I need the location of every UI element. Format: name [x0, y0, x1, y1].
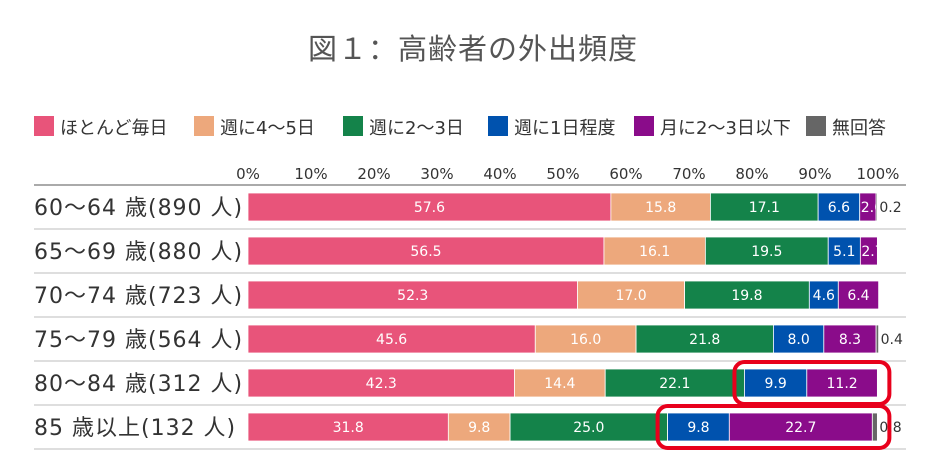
row-label: 80～84 歳(312 人): [34, 372, 243, 397]
legend-swatch: [34, 116, 54, 136]
row-label: 65～69 歳(880 人): [34, 240, 243, 265]
data-label: 19.8: [731, 288, 762, 304]
data-label: 0.2: [879, 200, 901, 216]
bar-segment: [247, 236, 605, 266]
data-label: 57.6: [414, 200, 445, 216]
row-label: 70～74 歳(723 人): [34, 284, 243, 309]
bar-segment: [534, 324, 637, 354]
data-label: 31.8: [333, 420, 364, 436]
x-tick-label: 80%: [735, 165, 768, 183]
bar-segment: [577, 280, 685, 310]
data-label: 9.8: [687, 420, 709, 436]
bar-segment: [823, 324, 877, 354]
bar-segment: [806, 368, 878, 398]
data-label: 14.4: [544, 376, 575, 392]
legend-swatch: [343, 116, 363, 136]
bar-segment: [773, 324, 825, 354]
data-label: 21.8: [689, 332, 720, 348]
legend-label: 月に2～3日以下: [660, 118, 791, 139]
bar-segment: [603, 236, 706, 266]
legend-label: 週に1日程度: [514, 118, 616, 139]
data-label: 45.6: [376, 332, 407, 348]
data-label: 9.9: [764, 376, 786, 392]
data-label: 25.0: [573, 420, 604, 436]
bar-segment: [710, 192, 819, 222]
data-label: 8.0: [787, 332, 809, 348]
legend-swatch: [488, 116, 508, 136]
data-label: 56.5: [410, 244, 441, 260]
legend-label: 無回答: [832, 118, 886, 139]
x-tick-label: 40%: [483, 165, 516, 183]
data-label: 2.7: [861, 244, 883, 260]
x-tick-label: 100%: [857, 165, 900, 183]
legend-label: ほとんど毎日: [60, 118, 168, 139]
x-tick-label: 50%: [546, 165, 579, 183]
bar-segment: [744, 368, 808, 398]
data-label: 17.1: [749, 200, 780, 216]
row-label: 60～64 歳(890 人): [34, 196, 243, 221]
data-label: 6.4: [847, 288, 869, 304]
row-label: 75～79 歳(564 人): [34, 328, 243, 353]
data-label: 6.6: [828, 200, 850, 216]
row-label: 85 歳以上(132 人): [34, 416, 236, 441]
x-tick-label: 20%: [357, 165, 390, 183]
bar-segment: [875, 192, 878, 222]
data-label: 0.4: [881, 332, 903, 348]
bar-segment: [875, 324, 880, 354]
bar-segment: [817, 192, 861, 222]
data-label: 15.8: [645, 200, 676, 216]
chart-title: 図１：高齢者の外出頻度: [307, 32, 638, 66]
data-label: 19.5: [751, 244, 782, 260]
bar-segment: [635, 324, 774, 354]
data-label: 42.3: [366, 376, 397, 392]
data-label: 22.7: [785, 420, 816, 436]
data-label: 5.1: [833, 244, 855, 260]
data-label: 4.6: [813, 288, 835, 304]
x-tick-label: 60%: [609, 165, 642, 183]
x-tick-label: 70%: [672, 165, 705, 183]
data-label: 17.0: [615, 288, 646, 304]
highlight-box: [655, 404, 892, 450]
data-label: 8.3: [839, 332, 861, 348]
bar-segment: [827, 236, 861, 266]
bar-segment: [871, 412, 878, 442]
data-label: 9.8: [468, 420, 490, 436]
bar-segment: [859, 236, 878, 266]
bar-segment: [728, 412, 873, 442]
legend-label: 週に4～5日: [220, 118, 315, 139]
x-tick-label: 0%: [236, 165, 260, 183]
legend-label: 週に2～3日: [369, 118, 464, 139]
bar-segment: [509, 412, 668, 442]
bar-segment: [604, 368, 745, 398]
data-label: 52.3: [397, 288, 428, 304]
x-tick-label: 30%: [420, 165, 453, 183]
legend-swatch: [634, 116, 654, 136]
x-tick-label: 90%: [798, 165, 831, 183]
bar-segment: [684, 280, 810, 310]
data-label: 16.1: [639, 244, 670, 260]
legend-swatch: [194, 116, 214, 136]
legend-swatch: [806, 116, 826, 136]
bar-segment: [667, 412, 730, 442]
data-label: 11.2: [827, 376, 858, 392]
bar-segment: [247, 324, 536, 354]
bar-segment: [247, 280, 578, 310]
x-tick-label: 10%: [294, 165, 327, 183]
data-label: 16.0: [570, 332, 601, 348]
bar-segment: [447, 412, 511, 442]
data-label: 22.1: [659, 376, 690, 392]
bar-segment: [837, 280, 880, 310]
legend: ほとんど毎日 週に4～5日 週に2～3日 週に1日程度 月に2～3日以下 無回答: [34, 112, 934, 142]
